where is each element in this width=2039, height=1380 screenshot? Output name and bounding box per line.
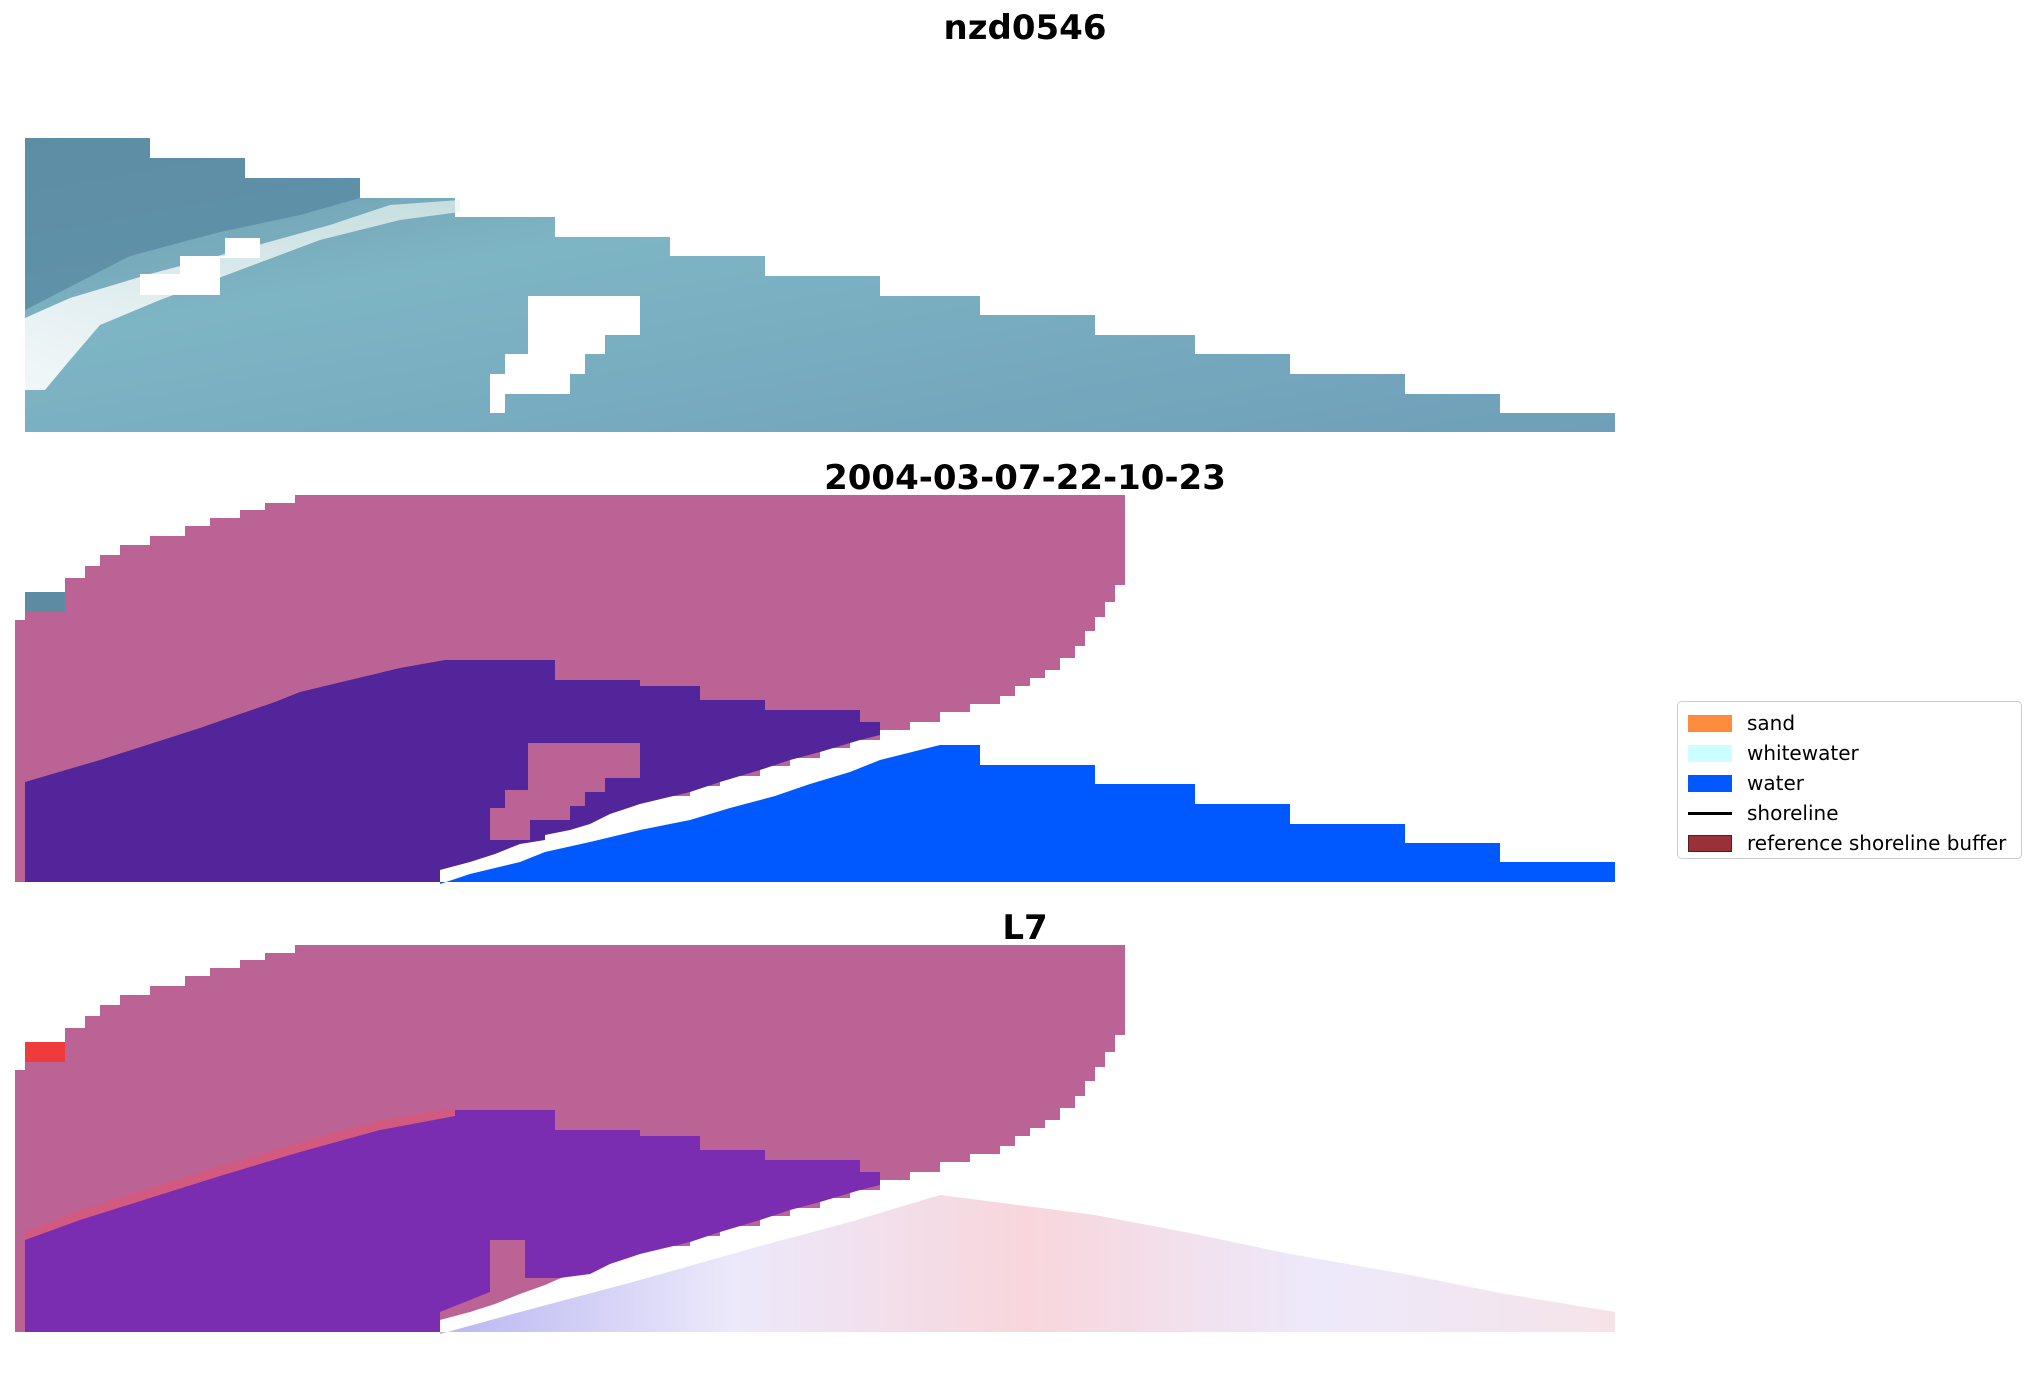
index-low-values [440,1195,1615,1334]
legend-label: shoreline [1747,801,1839,825]
legend-item-buffer: reference shoreline buffer [1688,828,2011,858]
legend-swatch-whitewater [1688,744,1732,762]
panel-title-index: L7 [1002,908,1048,948]
legend-swatch-shoreline [1688,811,1732,815]
legend-swatch-sand [1688,714,1732,732]
legend-item-water: water [1688,768,2011,798]
legend-label: whitewater [1747,741,1859,765]
index-panel [15,945,1615,1334]
legend-label: sand [1747,711,1796,735]
legend-item-shoreline: shoreline [1688,798,2011,828]
legend-label: reference shoreline buffer [1747,831,2007,855]
water-class-region [440,745,1615,884]
water-in-buffer-region [25,660,880,882]
legend-swatch-water [1688,774,1732,792]
data-gap-2 [490,296,640,413]
legend-swatch-buffer [1688,834,1732,852]
index-corner [25,1042,65,1062]
rgb-corner [25,592,65,612]
legend: sand whitewater water shoreline referenc… [1677,701,2022,859]
panel-title-classification: 2004-03-07-22-10-23 [824,458,1226,498]
buffer-hole [490,743,640,840]
legend-item-whitewater: whitewater [1688,738,2011,768]
panel-title-rgb: nzd0546 [943,8,1107,48]
rgb-image-panel [25,138,1615,432]
classification-panel [15,495,1615,884]
index-red-band [25,1108,455,1240]
legend-label: water [1747,771,1804,795]
whitewater-band [25,200,460,390]
legend-item-sand: sand [1688,708,2011,738]
rgb-dark-nearshore [25,138,360,310]
data-gap-1 [140,238,260,295]
